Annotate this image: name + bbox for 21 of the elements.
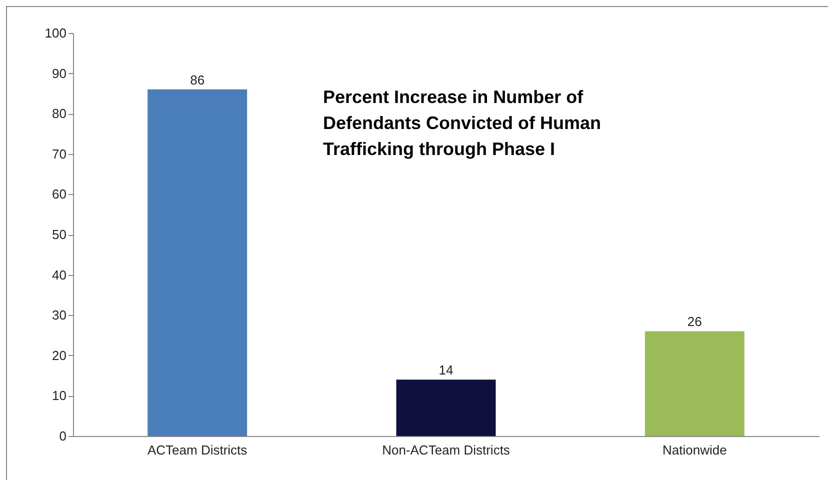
y-tick-label: 90 bbox=[52, 66, 66, 81]
bar bbox=[644, 331, 744, 436]
text: Percent Increase in Number of Defendants Convicted of Human Trafficking through Phase I bbox=[323, 87, 602, 159]
y-tick-label: 0 bbox=[59, 428, 66, 444]
y-tick-label: 20 bbox=[52, 348, 66, 363]
y-tick-label: 50 bbox=[52, 227, 66, 242]
y-tick-label: 80 bbox=[52, 106, 66, 122]
x-tick-label: Nationwide bbox=[662, 442, 727, 458]
data-label: 14 bbox=[438, 362, 454, 378]
y-tick-label: 40 bbox=[52, 267, 66, 282]
x-tick-label: Non-ACTeam Districts bbox=[382, 442, 510, 458]
y-tick-label: 30 bbox=[52, 308, 66, 323]
y-tick-label: 10 bbox=[52, 388, 66, 404]
data-label: 86 bbox=[190, 72, 205, 88]
bar bbox=[148, 89, 248, 436]
y-tick-label: 100 bbox=[44, 26, 66, 40]
x-tick-label: ACTeam Districts bbox=[147, 442, 248, 458]
y-tick-label: 70 bbox=[52, 146, 66, 162]
y-tick-label: 60 bbox=[52, 186, 66, 202]
data-label: 26 bbox=[687, 314, 702, 330]
bar bbox=[396, 380, 496, 436]
